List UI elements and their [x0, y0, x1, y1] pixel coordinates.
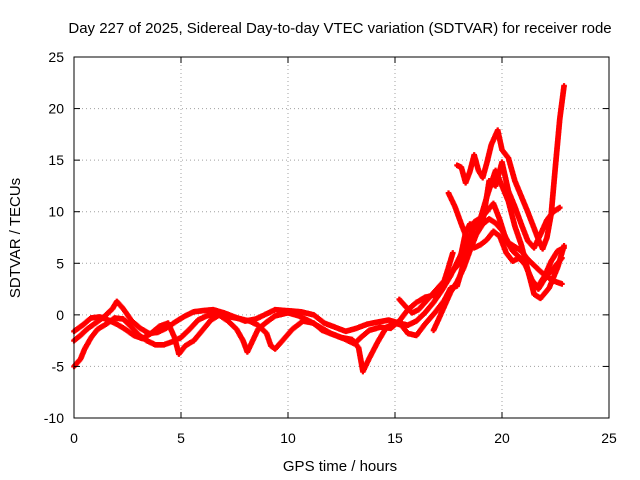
- series-track-7: [445, 190, 567, 289]
- x-axis-ticks: 0 5 10 15 20 25: [70, 57, 617, 446]
- data-marks: [71, 83, 567, 375]
- series-track-2: [71, 167, 567, 375]
- y-tick-label: -10: [44, 410, 64, 426]
- y-tick-label: 25: [48, 49, 64, 65]
- x-tick-label: 25: [601, 430, 617, 446]
- x-tick-label: 5: [177, 430, 185, 446]
- y-tick-label: 20: [48, 101, 64, 117]
- y-axis-label: SDTVAR / TECUs: [7, 178, 24, 298]
- y-tick-label: 0: [56, 307, 64, 323]
- x-tick-label: 0: [70, 430, 78, 446]
- data-point: [559, 281, 565, 287]
- x-tick-label: 10: [280, 430, 296, 446]
- y-tick-label: 10: [48, 204, 64, 220]
- data-point: [561, 245, 567, 251]
- y-tick-label: 5: [56, 255, 64, 271]
- data-point: [561, 83, 567, 89]
- x-axis-label: GPS time / hours: [283, 458, 397, 475]
- chart-title: Day 227 of 2025, Sidereal Day-to-day VTE…: [68, 20, 611, 37]
- plot-frame: [73, 56, 610, 419]
- series-track-6: [396, 250, 456, 316]
- series-track-3: [71, 159, 563, 357]
- x-tick-label: 20: [494, 430, 510, 446]
- series-track-4: [454, 83, 567, 252]
- data-point: [556, 204, 563, 211]
- x-tick-label: 15: [387, 430, 403, 446]
- series-track-5: [430, 216, 565, 334]
- y-tick-label: -5: [52, 358, 65, 374]
- y-axis-ticks: -10 -5 0 5 10 15 20 25: [44, 49, 609, 426]
- y-tick-label: 15: [48, 152, 64, 168]
- data-point: [449, 250, 456, 256]
